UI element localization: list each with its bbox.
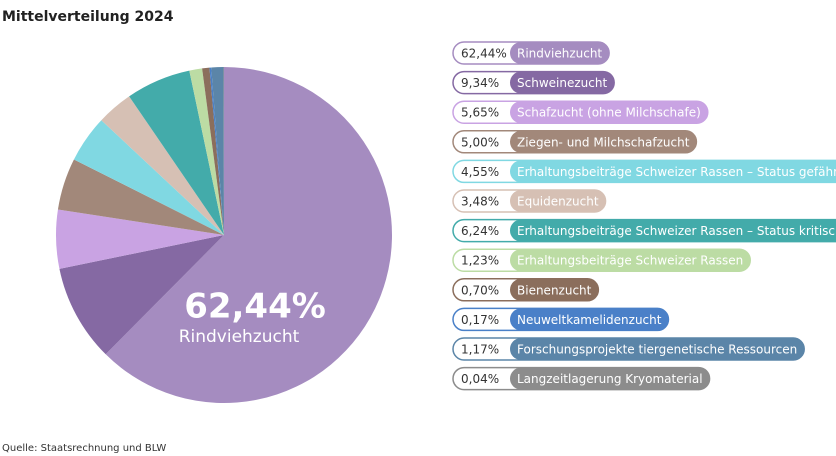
legend-value: 0,17% [461, 313, 499, 327]
pie-slice [57, 159, 225, 235]
legend-swatch [510, 219, 836, 242]
legend-value: 6,24% [461, 224, 499, 238]
legend-label: Ziegen- und Milchschafzucht [517, 135, 690, 149]
legend-value: 1,23% [461, 254, 499, 268]
legend-value: 0,70% [461, 283, 499, 297]
legend-swatch [510, 160, 836, 183]
center-label: Rindviehzucht [179, 327, 300, 347]
pie-slice [209, 67, 224, 235]
legend-value: 62,44% [461, 47, 507, 61]
pie-slice [105, 67, 392, 403]
legend-swatch [510, 42, 610, 64]
legend-swatch [510, 101, 708, 124]
center-value: 62,44% [184, 287, 326, 327]
pie-slice [189, 68, 224, 235]
legend-value: 3,48% [461, 195, 499, 209]
legend-swatch [510, 130, 697, 153]
legend-label: Schafzucht (ohne Milchschafe) [517, 106, 701, 120]
legend-label: Langzeitlagerung Kryomaterial [517, 372, 703, 386]
pie-slice [129, 70, 224, 235]
chart-title: Mittelverteilung 2024 [2, 9, 174, 25]
legend-swatch [510, 308, 669, 331]
legend-label: Erhaltungsbeiträge Schweizer Rassen [517, 254, 743, 268]
legend-label: Neuweltkamelidenzucht [517, 313, 662, 327]
source: Quelle: Staatsrechnung und BLW [2, 443, 166, 454]
legend-swatch [510, 249, 751, 272]
pie-slice [202, 67, 224, 235]
legend-value: 5,00% [461, 135, 499, 149]
legend-label: Bienenzucht [517, 283, 592, 297]
legend-label: Rindviehzucht [517, 47, 602, 61]
legend-swatch [510, 71, 615, 94]
legend-swatch [510, 367, 710, 390]
pie-slice [73, 120, 224, 235]
legend-value: 4,55% [461, 165, 499, 179]
legend-swatch [510, 338, 805, 360]
legend-label: Erhaltungsbeiträge Schweizer Rassen – St… [517, 165, 836, 179]
legend-label: Forschungsprojekte tiergenetische Ressou… [517, 343, 797, 357]
pie-slice [101, 96, 224, 235]
pie-slice [59, 235, 225, 355]
legend-swatch [510, 278, 599, 301]
legend-label: Schweinezucht [517, 76, 607, 90]
pie-slice [56, 209, 224, 269]
legend-value: 0,04% [461, 372, 499, 386]
legend-value: 1,17% [461, 343, 499, 357]
legend-swatch [510, 190, 606, 212]
pie-slice [211, 67, 224, 235]
legend-value: 9,34% [461, 76, 499, 90]
legend-label: Erhaltungsbeiträge Schweizer Rassen – St… [517, 224, 836, 238]
legend-value: 5,65% [461, 106, 499, 120]
legend-label: Equidenzucht [517, 195, 599, 209]
